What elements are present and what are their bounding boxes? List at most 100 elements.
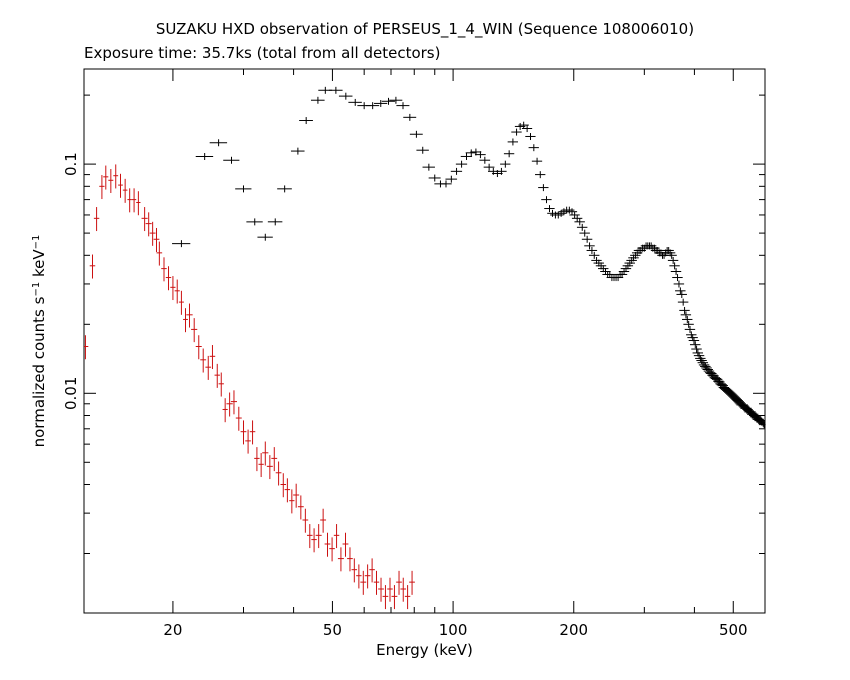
data-point xyxy=(153,227,160,252)
data-point xyxy=(588,251,600,259)
y-tick-label: 0.1 xyxy=(62,152,80,176)
data-point xyxy=(329,537,335,562)
data-point xyxy=(235,185,252,193)
data-point xyxy=(555,209,567,217)
data-point xyxy=(364,564,371,589)
data-point xyxy=(422,163,435,171)
x-tick-label: 50 xyxy=(323,621,342,639)
data-point xyxy=(161,257,167,282)
data-point xyxy=(676,291,687,298)
data-point xyxy=(186,303,193,328)
data-point xyxy=(598,265,609,273)
data-point xyxy=(381,97,395,105)
data-point xyxy=(479,156,491,164)
data-point xyxy=(170,276,176,301)
data-point xyxy=(672,274,683,282)
data-point xyxy=(389,96,403,104)
data-point xyxy=(289,489,295,514)
data-point xyxy=(450,167,463,175)
data-point xyxy=(528,144,539,152)
data-point xyxy=(511,128,522,136)
data-point xyxy=(93,207,100,232)
data-point xyxy=(677,298,689,306)
data-point xyxy=(400,577,407,602)
data-point xyxy=(409,570,415,595)
data-point xyxy=(209,345,216,370)
data-point xyxy=(684,325,696,333)
data-point xyxy=(455,160,468,168)
data-point xyxy=(149,221,156,246)
data-point xyxy=(689,341,701,349)
data-point xyxy=(284,478,291,503)
data-point xyxy=(205,355,212,380)
data-point xyxy=(679,306,690,314)
data-point xyxy=(299,117,313,125)
data-point xyxy=(89,254,96,279)
data-point xyxy=(108,169,114,194)
data-point xyxy=(576,223,588,231)
data-point xyxy=(235,406,242,431)
data-point xyxy=(569,211,580,219)
data-point xyxy=(541,196,552,204)
data-point xyxy=(226,392,233,417)
data-point xyxy=(682,316,693,323)
y-tick-label: 0.01 xyxy=(62,377,80,410)
data-point xyxy=(174,279,180,304)
data-point xyxy=(337,547,344,572)
data-point xyxy=(262,441,269,466)
data-point xyxy=(507,138,519,146)
data-point xyxy=(338,92,353,100)
data-point xyxy=(113,164,119,189)
data-point xyxy=(351,558,358,583)
data-point xyxy=(209,139,228,147)
data-point xyxy=(136,191,141,216)
data-point xyxy=(118,173,123,198)
y-axis-label-sup1: −1 xyxy=(31,282,42,297)
data-point xyxy=(191,318,198,343)
x-tick-label: 20 xyxy=(163,621,182,639)
data-point xyxy=(310,96,325,104)
data-point xyxy=(460,153,473,160)
data-point xyxy=(687,334,698,342)
data-point xyxy=(581,235,593,243)
data-point xyxy=(156,241,163,266)
data-point xyxy=(525,133,536,141)
chart-title: SUZAKU HXD observation of PERSEUS_1_4_WI… xyxy=(155,20,695,38)
data-point xyxy=(214,363,220,388)
data-point xyxy=(240,420,247,445)
data-point xyxy=(391,585,398,610)
data-point xyxy=(566,208,578,216)
data-point xyxy=(275,461,282,486)
data-point xyxy=(688,337,700,345)
data-point xyxy=(277,185,292,193)
data-point xyxy=(348,98,362,106)
data-point xyxy=(474,151,486,159)
data-point xyxy=(702,366,713,374)
data-point xyxy=(586,247,598,255)
data-point xyxy=(715,380,726,388)
data-point xyxy=(584,242,595,250)
data-point xyxy=(564,206,575,214)
x-tick-label: 100 xyxy=(439,621,468,639)
x-axis-label: Energy (keV) xyxy=(376,641,473,659)
y-axis-label-mid: keV xyxy=(30,249,48,282)
data-point xyxy=(230,390,238,415)
data-point xyxy=(579,229,590,237)
data-point xyxy=(673,280,685,288)
data-point xyxy=(218,372,224,397)
data-point xyxy=(403,113,417,121)
data-point xyxy=(616,271,628,279)
data-point xyxy=(257,233,273,241)
data-point xyxy=(266,455,273,480)
data-point xyxy=(369,558,375,583)
data-point xyxy=(267,218,283,226)
data-point xyxy=(571,214,583,222)
data-point xyxy=(222,398,228,423)
data-point xyxy=(483,163,495,171)
data-point xyxy=(311,528,317,553)
data-point xyxy=(145,212,152,237)
data-point xyxy=(246,218,263,226)
data-point xyxy=(396,102,410,110)
data-point xyxy=(531,157,543,165)
